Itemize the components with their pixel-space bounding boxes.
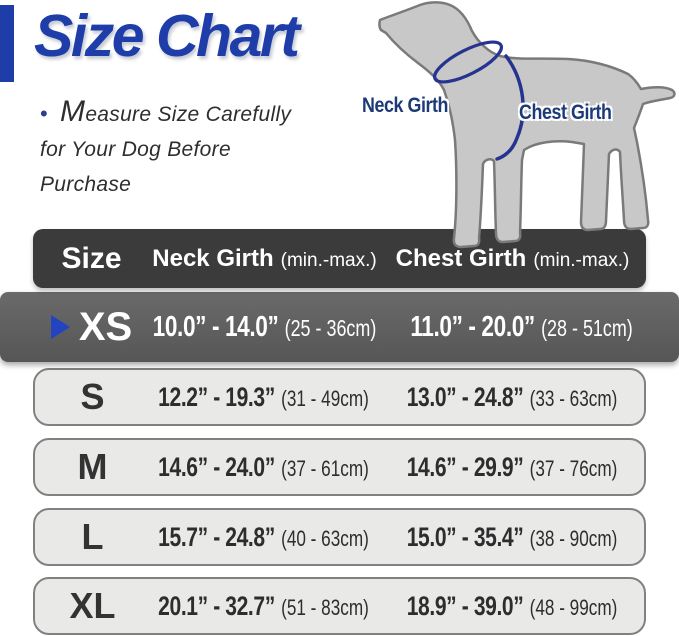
neck-header-label: Neck Girth xyxy=(152,244,274,272)
size-label-l: L xyxy=(81,516,104,557)
chest-value-s: 13.0” - 24.8” (33 - 63cm) xyxy=(407,382,618,413)
table-row-xs-selected: XS 10.0” - 14.0” (25 - 36cm) 11.0” - 20.… xyxy=(0,292,679,362)
chest-inches: 15.0” - 35.4” xyxy=(406,521,524,552)
neck-inches: 12.2” - 19.3” xyxy=(158,381,275,412)
chest-cm: (48 - 99cm) xyxy=(529,594,618,620)
column-header-neck: Neck Girth (min.-max.) xyxy=(150,245,379,273)
chest-cm: (28 - 51cm) xyxy=(541,314,633,341)
neck-cm: (31 - 49cm) xyxy=(281,385,369,411)
chest-girth-label: Chest Girth xyxy=(519,101,612,124)
neck-cm: (51 - 83cm) xyxy=(281,594,369,620)
size-label-s: S xyxy=(80,376,105,417)
neck-value-m: 14.6” - 24.0” (37 - 61cm) xyxy=(158,452,369,483)
note-lead-letter: M xyxy=(60,95,86,128)
chest-cm: (33 - 63cm) xyxy=(529,385,618,411)
note-line-1-text: easure Size Carefully xyxy=(85,103,292,126)
chest-inches: 18.9” - 39.0” xyxy=(406,590,524,621)
dog-body xyxy=(378,1,676,249)
chest-header-label: Chest Girth xyxy=(395,244,527,272)
neck-value-l: 15.7” - 24.8” (40 - 63cm) xyxy=(158,522,369,553)
size-label-m: M xyxy=(77,446,108,487)
chest-value-xs: 11.0” - 20.0” (28 - 51cm) xyxy=(410,311,632,344)
title-accent-bar xyxy=(0,5,14,82)
size-label-xl: XL xyxy=(69,585,116,626)
chest-cm: (37 - 76cm) xyxy=(529,455,618,481)
note-line-2: for Your Dog Before xyxy=(40,138,231,161)
size-cell-xs: XS xyxy=(33,305,150,350)
chest-value-m: 14.6” - 29.9” (37 - 76cm) xyxy=(407,452,618,483)
chest-value-xl: 18.9” - 39.0” (48 - 99cm) xyxy=(407,591,618,622)
neck-girth-label: Neck Girth xyxy=(362,94,449,117)
table-row-xl: XL 20.1” - 32.7” (51 - 83cm) 18.9” - 39.… xyxy=(33,577,646,635)
neck-cm: (37 - 61cm) xyxy=(281,455,369,481)
column-header-size: Size xyxy=(61,241,122,275)
size-label-xs: XS xyxy=(78,304,133,349)
chest-value-l: 15.0” - 35.4” (38 - 90cm) xyxy=(407,522,618,553)
neck-value-s: 12.2” - 19.3” (31 - 49cm) xyxy=(158,382,369,413)
selected-arrow-icon xyxy=(50,315,70,339)
dog-diagram xyxy=(340,0,679,250)
neck-girth-line xyxy=(432,40,504,84)
table-header-row: Size Neck Girth (min.-max.) Chest Girth … xyxy=(33,229,646,288)
neck-inches: 20.1” - 32.7” xyxy=(158,590,275,621)
neck-value-xs: 10.0” - 14.0” (25 - 36cm) xyxy=(153,311,377,344)
page-title: Size Chart xyxy=(34,3,300,69)
chest-header-range: (min.-max.) xyxy=(533,249,630,271)
measure-note: • Measure Size Carefully for Your Dog Bef… xyxy=(40,94,360,202)
chest-inches: 13.0” - 24.8” xyxy=(406,381,524,412)
note-line-3: Purchase xyxy=(40,173,132,196)
chest-inches: 14.6” - 29.9” xyxy=(406,451,524,482)
neck-inches: 10.0” - 14.0” xyxy=(152,310,279,343)
chest-girth-line xyxy=(495,54,525,161)
neck-value-xl: 20.1” - 32.7” (51 - 83cm) xyxy=(158,591,369,622)
table-row-l: L 15.7” - 24.8” (40 - 63cm) 15.0” - 35.4… xyxy=(33,508,646,566)
chest-inches: 11.0” - 20.0” xyxy=(410,310,535,343)
neck-header-range: (min.-max.) xyxy=(280,249,377,271)
neck-inches: 15.7” - 24.8” xyxy=(158,521,275,552)
table-row-m: M 14.6” - 24.0” (37 - 61cm) 14.6” - 29.9… xyxy=(33,438,646,496)
neck-inches: 14.6” - 24.0” xyxy=(158,451,275,482)
dog-silhouette xyxy=(378,1,676,249)
column-header-chest: Chest Girth (min.-max.) xyxy=(379,245,646,273)
chest-cm: (38 - 90cm) xyxy=(529,525,618,551)
note-line-1: • Measure Size Carefully xyxy=(40,94,360,132)
bullet-icon: • xyxy=(40,101,49,126)
neck-cm: (25 - 36cm) xyxy=(284,314,377,341)
neck-cm: (40 - 63cm) xyxy=(281,525,369,551)
table-row-s: S 12.2” - 19.3” (31 - 49cm) 13.0” - 24.8… xyxy=(33,368,646,426)
